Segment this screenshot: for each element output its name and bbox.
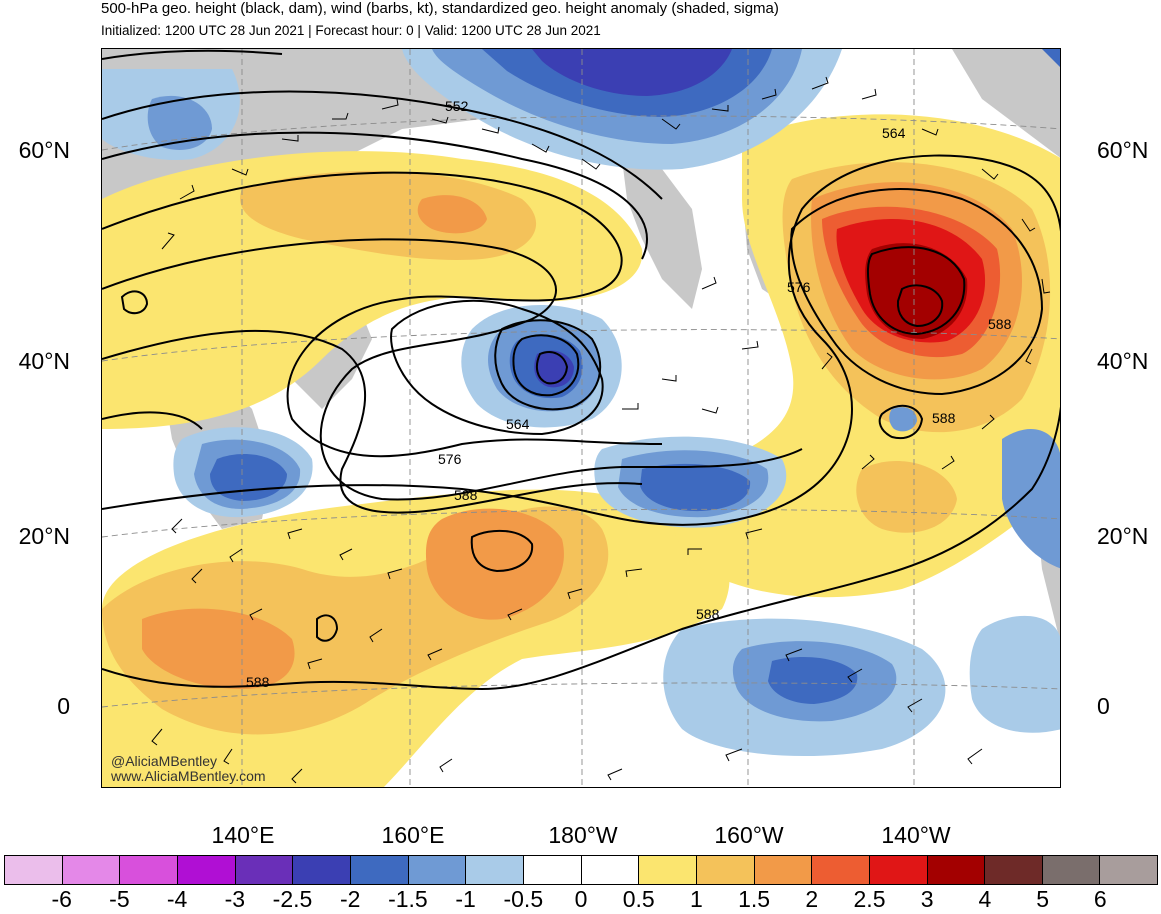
watermark-url: www.AliciaMBentley.com xyxy=(111,768,266,784)
colorbar-tick-label: -5 xyxy=(109,886,130,912)
colorbar-tick-label: -3 xyxy=(224,886,246,912)
colorbar-tick-label: 5 xyxy=(1036,886,1049,912)
contour-label: 588 xyxy=(988,316,1012,332)
colorbar-tick-label: 1 xyxy=(689,886,703,912)
contour-label: 552 xyxy=(445,98,469,114)
colorbar-swatch xyxy=(120,856,178,884)
lat-label-left: 40°N xyxy=(18,348,70,374)
colorbar-swatch xyxy=(62,856,121,884)
contour-label: 576 xyxy=(787,279,811,295)
anomaly-negative xyxy=(102,49,1060,757)
colorbar-tick-label: 6 xyxy=(1093,886,1107,912)
colorbar-swatch xyxy=(1100,856,1159,884)
lat-label-left: 20°N xyxy=(18,523,70,549)
colorbar-tick-label: -0.5 xyxy=(503,886,544,912)
colorbar-swatch xyxy=(639,856,697,884)
contour-label: 588 xyxy=(246,674,270,690)
colorbar-swatch xyxy=(696,856,755,884)
colorbar-tick-label: 1.5 xyxy=(738,886,771,912)
contour-label: 564 xyxy=(506,416,530,432)
colorbar-tick-label: -6 xyxy=(51,886,72,912)
contour-label: 564 xyxy=(882,125,906,141)
map-canvas: 552 564 576 588 564 576 588 588 588 588 xyxy=(102,49,1060,787)
contour-label: 588 xyxy=(932,410,956,426)
colorbar-tick-label: 4 xyxy=(978,886,992,912)
colorbar-tick-label: -2 xyxy=(339,886,361,912)
colorbar-tick-label: -4 xyxy=(166,886,188,912)
chart-subtitle: Initialized: 1200 UTC 28 Jun 2021 | Fore… xyxy=(101,23,601,38)
colorbar-swatch xyxy=(1042,856,1101,884)
lat-label-right: 0 xyxy=(1097,693,1110,719)
colorbar-swatch xyxy=(350,856,409,884)
colorbar-swatch xyxy=(581,856,640,884)
colorbar-swatch xyxy=(235,856,294,884)
lat-label-right: 60°N xyxy=(1097,137,1149,163)
colorbar-tick-label: 2.5 xyxy=(853,886,886,912)
colorbar-swatch xyxy=(754,856,813,884)
colorbar-swatch xyxy=(523,856,582,884)
colorbar-tick-label: 3 xyxy=(920,886,934,912)
colorbar-swatch xyxy=(985,856,1043,884)
lon-label: 160°E xyxy=(381,822,445,848)
lon-label: 140°E xyxy=(211,822,275,848)
watermark-handle: @AliciaMBentley xyxy=(111,753,218,769)
anomaly-positive xyxy=(102,114,1060,787)
contour-label: 588 xyxy=(454,487,478,503)
colorbar-tick-label: -1.5 xyxy=(388,886,428,912)
lat-label-left: 0 xyxy=(57,693,70,719)
wind-barbs xyxy=(151,76,1051,784)
height-contours xyxy=(102,49,1060,691)
lat-label-left: 60°N xyxy=(18,137,70,163)
colorbar-tick-label: 0.5 xyxy=(622,886,655,912)
colorbar-tick-label: 2 xyxy=(805,886,819,912)
lon-label: 140°W xyxy=(881,822,951,848)
chart-title: 500-hPa geo. height (black, dam), wind (… xyxy=(101,0,779,17)
lon-label: 180°W xyxy=(548,822,618,848)
colorbar xyxy=(4,855,1159,885)
lat-label-right: 20°N xyxy=(1097,523,1149,549)
colorbar-swatch xyxy=(927,856,986,884)
lon-label: 160°W xyxy=(714,822,784,848)
contour-labels: 552 564 576 588 564 576 588 588 588 588 xyxy=(246,98,1012,690)
colorbar-swatch xyxy=(5,856,63,884)
contour-label: 576 xyxy=(438,451,462,467)
colorbar-tick-label: -1 xyxy=(455,886,476,912)
map-panel: 552 564 576 588 564 576 588 588 588 588 xyxy=(101,48,1061,788)
colorbar-swatch xyxy=(466,856,524,884)
colorbar-tick-label: -2.5 xyxy=(272,886,313,912)
lat-label-right: 40°N xyxy=(1097,348,1149,374)
colorbar-swatch xyxy=(812,856,870,884)
colorbar-tick-label: 0 xyxy=(574,886,588,912)
colorbar-swatch xyxy=(408,856,467,884)
colorbar-swatch xyxy=(869,856,928,884)
colorbar-swatch xyxy=(177,856,236,884)
colorbar-swatch xyxy=(293,856,351,884)
contour-label: 588 xyxy=(696,606,720,622)
